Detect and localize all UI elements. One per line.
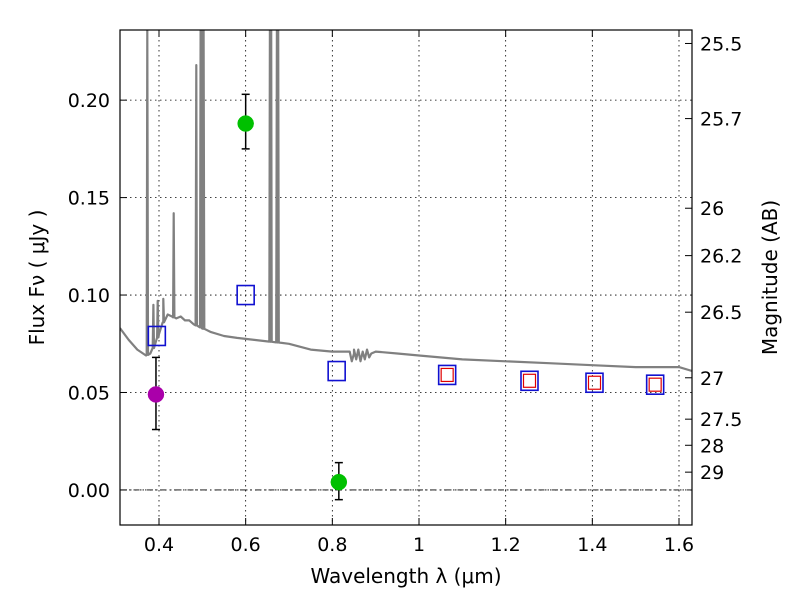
right-axis-title: Magnitude (AB)	[758, 200, 782, 355]
observed-photometry-marker	[587, 375, 602, 390]
x-tick-label: 0.4	[144, 534, 174, 556]
model-photometry-marker	[327, 360, 346, 382]
model-photometry-marker	[236, 284, 255, 306]
x-tick-label: 0.6	[231, 534, 261, 556]
x-tick-label: 1	[413, 534, 425, 556]
y-tick-label: 0.05	[68, 382, 110, 404]
model-spectrum	[120, 30, 692, 373]
model-photometry-marker	[585, 372, 604, 394]
data-markers	[147, 93, 665, 501]
detections-marker	[330, 473, 348, 491]
plot-frame	[119, 29, 693, 526]
y-tick-label: 0.15	[68, 188, 110, 210]
observed-photometry-marker	[648, 377, 662, 392]
mag-tick-label: 26.2	[700, 246, 742, 268]
mag-tick-label: 27	[700, 368, 724, 390]
u-band-marker	[147, 386, 165, 403]
model-photometry-marker	[147, 325, 167, 347]
mag-tick-label: 25.5	[700, 33, 742, 55]
mag-tick-label: 25.7	[700, 109, 742, 131]
mag-tick-label: 28	[700, 435, 724, 457]
x-tick-label: 0.8	[317, 534, 347, 556]
mag-tick-label: 26	[700, 198, 724, 220]
observed-photometry-marker	[440, 367, 454, 383]
mag-tick-label: 26.5	[700, 302, 742, 324]
x-axis-title: Wavelength λ (μm)	[310, 564, 501, 588]
grid-lines	[120, 30, 692, 525]
x-tick-label: 1.4	[577, 534, 607, 556]
mag-tick-label: 27.5	[700, 409, 742, 431]
mag-tick-label: 29	[700, 462, 724, 484]
y-tick-label: 0.20	[68, 90, 110, 112]
spectrum-line	[120, 30, 692, 373]
axis-ticks: 0.4 0.6 0.8 1 1.2 1.4 1.6 0.00 0.05 0.10 0.15 0.20 2…	[68, 30, 742, 556]
observed-photometry-marker	[522, 373, 537, 388]
detections-marker	[237, 115, 254, 132]
y-tick-label: 0.10	[68, 285, 110, 307]
x-tick-label: 1.6	[664, 534, 694, 556]
y-axis-title: Flux Fν ( μJy )	[25, 210, 49, 346]
model-photometry-marker	[520, 370, 539, 392]
model-photometry-marker	[645, 374, 665, 395]
x-tick-label: 1.2	[491, 534, 521, 556]
y-tick-label: 0.00	[68, 480, 110, 502]
model-photometry-marker	[437, 364, 457, 386]
